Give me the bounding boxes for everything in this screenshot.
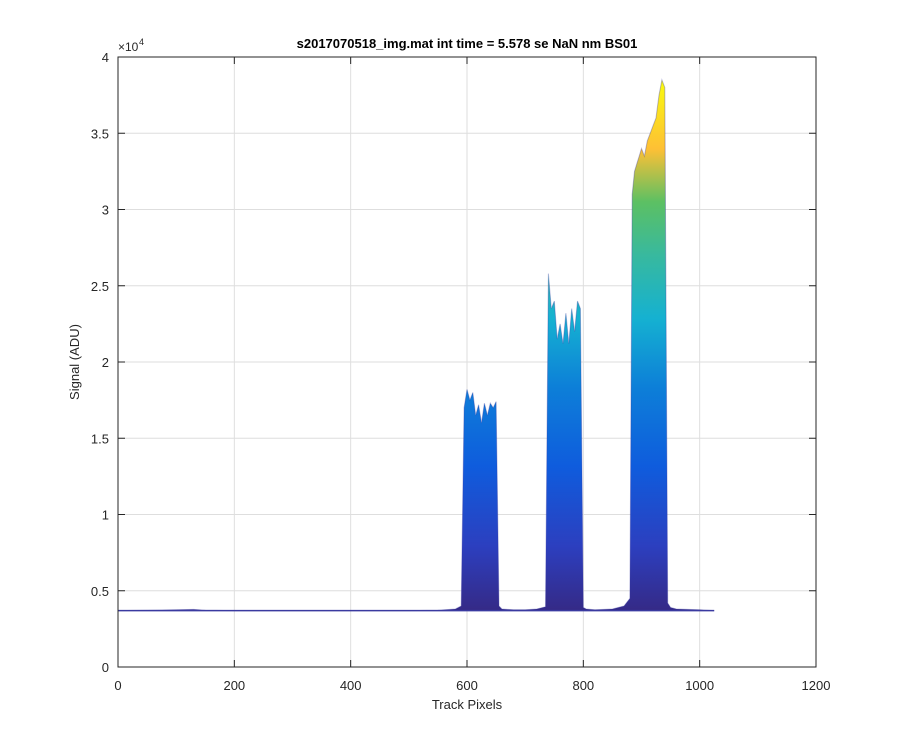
x-tick-label: 1000 — [685, 678, 714, 693]
signal-area — [118, 79, 715, 611]
chart-title: s2017070518_img.mat int time = 5.578 se … — [297, 36, 638, 51]
y-axis-label: Signal (ADU) — [67, 324, 82, 400]
y-tick-label: 0.5 — [91, 584, 109, 599]
x-tick-label: 1200 — [802, 678, 831, 693]
y-tick-label: 0 — [102, 660, 109, 675]
x-tick-label: 800 — [572, 678, 594, 693]
y-tick-label: 4 — [102, 50, 109, 65]
x-tick-label: 0 — [114, 678, 121, 693]
y-tick-label: 2 — [102, 355, 109, 370]
x-tick-label: 200 — [223, 678, 245, 693]
y-tick-label: 1.5 — [91, 431, 109, 446]
grid-layer — [118, 57, 816, 667]
y-tick-label: 2.5 — [91, 279, 109, 294]
x-tick-label: 400 — [340, 678, 362, 693]
x-axis-label: Track Pixels — [432, 697, 503, 712]
tick-label-layer: 0 200 400 600 800 1000 1200 0 0.5 1 1.5 2 2.5 3 3.5 4 — [91, 50, 831, 693]
y-axis-exponent-base: ×10 — [118, 40, 139, 54]
y-tick-label: 3.5 — [91, 126, 109, 141]
signal-line — [117, 78, 715, 612]
y-tick-label: 1 — [102, 508, 109, 523]
tick-layer — [117, 56, 817, 668]
y-tick-label: 3 — [102, 203, 109, 218]
y-axis-exponent-power: 4 — [139, 37, 144, 47]
x-tick-label: 600 — [456, 678, 478, 693]
series-layer — [117, 78, 715, 612]
